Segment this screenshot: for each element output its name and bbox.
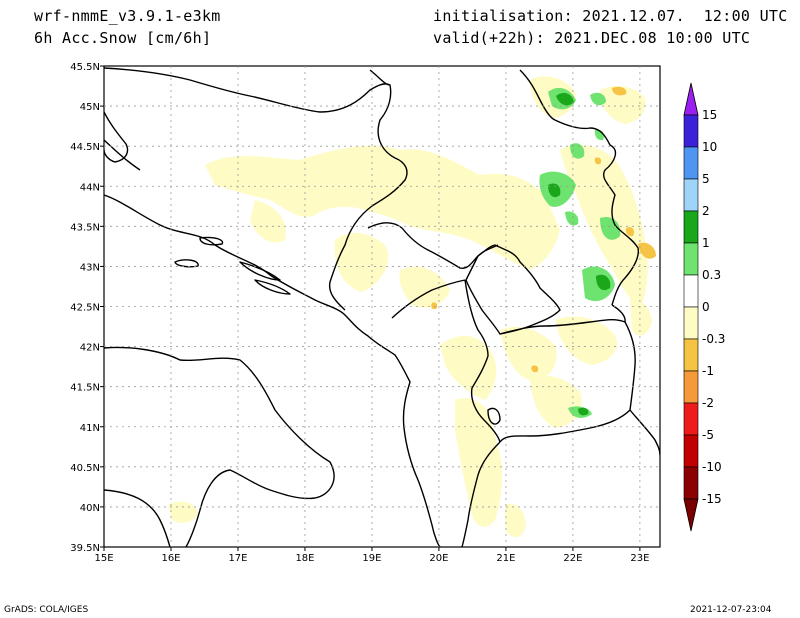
lake-ohrid <box>487 407 501 425</box>
north-macedonia-border <box>499 319 636 443</box>
lon-tick-label: 19E <box>362 553 381 564</box>
lat-tick-label: 40.5N <box>70 463 100 474</box>
lon-tick-label: 21E <box>496 553 515 564</box>
valid-time: valid(+22h): 2021.DEC.08 10:00 UTC <box>433 29 751 47</box>
model-title: wrf-nmmE_v3.9.1-e3km <box>34 7 221 25</box>
lat-tick-label: 45.5N <box>70 62 100 73</box>
albania-border <box>391 279 501 443</box>
colorbar-swatch <box>683 338 699 372</box>
lat-tick-label: 43N <box>80 262 100 273</box>
lat-tick-label: 41N <box>80 423 100 434</box>
lon-tick-label: 20E <box>429 553 448 564</box>
lat-tick-label: 41.5N <box>70 383 100 394</box>
gridlines <box>104 66 660 547</box>
colorbar-swatch <box>683 178 699 212</box>
italy-coast <box>104 346 335 547</box>
colorbar-label: -15 <box>702 492 722 506</box>
lat-tick-label: 45N <box>80 102 100 113</box>
lat-tick-label: 44N <box>80 182 100 193</box>
colorbar-label: -0.3 <box>702 332 725 346</box>
colorbar: 15 10 5 2 1 0.3 0 -0.3 -1 -2 -5 -10 -15 <box>683 82 725 532</box>
colorbar-swatch <box>683 434 699 468</box>
colorbar-label: 2 <box>702 204 710 218</box>
colorbar-label: 1 <box>702 236 710 250</box>
colorbar-swatch <box>683 306 699 340</box>
adriatic-islands <box>174 236 291 295</box>
lon-tick-label: 15E <box>94 553 113 564</box>
colorbar-swatch <box>683 370 699 404</box>
lon-tick-label: 22E <box>563 553 582 564</box>
lon-tick-label: 16E <box>161 553 180 564</box>
lat-tick-label: 39.5N <box>70 543 100 554</box>
colorbar-swatch <box>683 466 699 500</box>
init-time: initialisation: 2021.12.07. 12:00 UTC <box>433 7 788 25</box>
colorbar-label: -5 <box>702 428 714 442</box>
bosnia-croatia-border <box>104 67 408 311</box>
colorbar-swatch <box>683 146 699 180</box>
lat-tick-label: 40N <box>80 503 100 514</box>
latitude-ticks: 45.5N 45N 44.5N 44N 43.5N 43N 42.5N 42N 41.5N 41N… <box>70 62 104 554</box>
lat-tick-label: 44.5N <box>70 142 100 153</box>
colorbar-label: 15 <box>702 108 717 122</box>
lat-tick-label: 43.5N <box>70 222 100 233</box>
lat-tick-label: 42.5N <box>70 303 100 314</box>
light-yellow-areas <box>168 76 652 538</box>
lon-tick-label: 17E <box>228 553 247 564</box>
croatia-coast <box>104 111 129 163</box>
greece-border <box>461 441 501 547</box>
footer-credit: GrADS: COLA/IGES <box>4 605 89 615</box>
lon-tick-label: 23E <box>630 553 649 564</box>
longitude-ticks: 15E 16E 17E 18E 19E 20E 21E 22E 23E <box>94 547 649 564</box>
colorbar-swatch <box>683 274 699 308</box>
colorbar-swatch <box>683 114 699 148</box>
lat-tick-label: 42N <box>80 343 100 354</box>
colorbar-swatch <box>683 402 699 436</box>
colorbar-top-arrow <box>683 82 699 116</box>
colorbar-label: 0.3 <box>702 268 721 282</box>
colorbar-label: 0 <box>702 300 710 314</box>
lon-tick-label: 18E <box>295 553 314 564</box>
serbia-north-border <box>369 69 556 121</box>
colorbar-label: -2 <box>702 396 714 410</box>
danube-border <box>554 119 640 306</box>
kosovo-border <box>465 244 561 335</box>
italy-heel <box>104 489 171 547</box>
snow-shading <box>168 76 656 538</box>
colorbar-label: 10 <box>702 140 717 154</box>
orange-areas <box>431 86 656 373</box>
footer-timestamp: 2021-12-07-23:04 <box>690 605 772 615</box>
colorbar-swatch <box>683 242 699 276</box>
dark-green-areas <box>548 92 611 416</box>
colorbar-swatch <box>683 210 699 244</box>
colorbar-label: -1 <box>702 364 714 378</box>
colorbar-label: 5 <box>702 172 710 186</box>
colorbar-label: -10 <box>702 460 722 474</box>
colorbar-bottom-arrow <box>683 498 699 532</box>
field-title: 6h Acc.Snow [cm/6h] <box>34 29 212 47</box>
coastlines-borders <box>104 67 660 547</box>
